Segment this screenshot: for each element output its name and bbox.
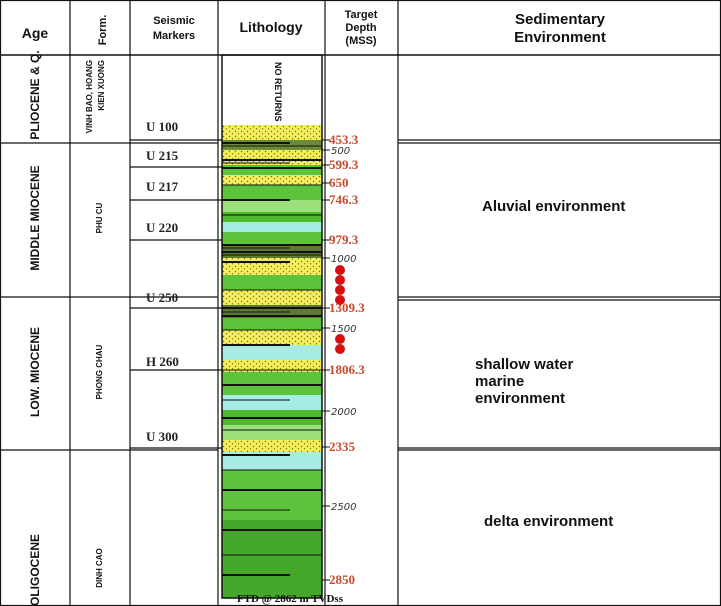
depth-label: 650 <box>329 175 349 190</box>
depth-label: 1806.3 <box>329 362 365 377</box>
lithology-band <box>222 372 322 395</box>
header-text: (MSS) <box>345 35 377 47</box>
lithology-band <box>222 275 322 290</box>
lithology-band <box>222 165 322 175</box>
lithology-band <box>222 425 322 440</box>
lithology-band <box>222 290 322 305</box>
depth-label: 453.3 <box>329 132 359 147</box>
lithology-band <box>222 222 322 232</box>
depth-label: 979.3 <box>329 232 359 247</box>
age-label: PLIOCENE & Q. <box>28 50 42 139</box>
lithology-band <box>222 452 322 470</box>
formation-label: PHONG CHAU <box>95 344 104 399</box>
lithology-band <box>222 175 322 185</box>
formation-label: VINH BAO, HOANG <box>85 60 94 133</box>
hydrocarbon-show <box>335 295 345 305</box>
lithology-band <box>222 258 322 275</box>
depth-label: 1309.3 <box>329 300 365 315</box>
lithology-band <box>222 200 322 212</box>
depth-label: 2335 <box>329 439 356 454</box>
formation-label: KIEN XUONG <box>97 60 106 111</box>
depth-label: 1000 <box>331 254 356 265</box>
lithology-band <box>222 330 322 345</box>
formation-label: PHU CU <box>95 202 104 233</box>
formation-label: DINH CAO <box>95 548 104 588</box>
depth-label: 2000 <box>331 407 356 418</box>
header-text: Markers <box>153 30 195 42</box>
seismic-marker: U 250 <box>146 290 178 305</box>
lithology-band <box>222 212 322 222</box>
depth-label: 2850 <box>329 572 355 587</box>
lithology-band <box>222 318 322 330</box>
header-text: Environment <box>514 29 606 46</box>
lithology-band <box>222 125 322 140</box>
seismic-marker: U 220 <box>146 220 178 235</box>
lithology-band <box>222 140 322 150</box>
hydrocarbon-show <box>335 275 345 285</box>
hydrocarbon-show <box>335 265 345 275</box>
header-text: Lithology <box>240 19 303 35</box>
lithology-band <box>222 150 322 165</box>
seismic-marker: U 300 <box>146 429 178 444</box>
depth-label: 1500 <box>331 324 356 335</box>
lithology-note: NO RETURNS <box>273 62 283 122</box>
lithology-band <box>222 345 322 360</box>
header-text: Sedimentary <box>515 11 606 28</box>
age-label: OLIGOCENE <box>28 534 42 606</box>
lithology-band <box>222 360 322 372</box>
seismic-marker: U 215 <box>146 148 179 163</box>
depth-label: 500 <box>331 146 350 157</box>
age-label: MIDDLE MIOCENE <box>28 165 42 270</box>
environment-text: delta environment <box>484 513 614 530</box>
seismic-marker: H 260 <box>146 354 179 369</box>
header-text: Age <box>22 25 49 41</box>
hydrocarbon-show <box>335 344 345 354</box>
depth-label: 746.3 <box>329 192 359 207</box>
lithology-band <box>222 470 322 520</box>
depth-label: 599.3 <box>329 157 359 172</box>
environment-text: Aluvial environment <box>482 198 626 215</box>
seismic-marker: U 217 <box>146 179 179 194</box>
lithology-band <box>222 520 322 598</box>
lithology-band <box>222 232 322 245</box>
age-label: LOW. MIOCENE <box>28 327 42 417</box>
depth-label: 2500 <box>331 502 356 513</box>
header-text: Form. <box>97 15 109 46</box>
seismic-marker: U 100 <box>146 119 178 134</box>
lithology-band <box>222 185 322 200</box>
header-text: Seismic <box>153 15 195 27</box>
environment-text: shallow water marine environment <box>475 356 574 407</box>
lithology-band <box>222 395 322 410</box>
hydrocarbon-show <box>335 285 345 295</box>
hydrocarbon-show <box>335 334 345 344</box>
header-text: Depth <box>345 22 376 34</box>
lithology-band <box>222 440 322 452</box>
header-text: Target <box>345 9 378 21</box>
footer-text: FTD @ 2862 m TVDss <box>237 593 344 605</box>
